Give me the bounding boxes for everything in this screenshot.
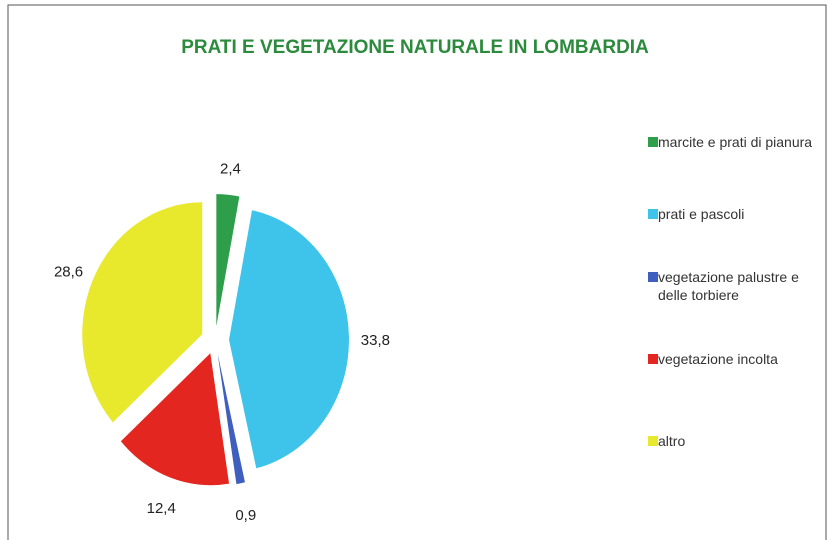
pie-slice [82, 202, 203, 423]
legend-swatch [648, 436, 658, 446]
legend-item: marcite e prati di pianura [648, 133, 818, 151]
legend-item: altro [648, 432, 818, 450]
legend-swatch [648, 137, 658, 147]
data-label: 28,6 [54, 264, 83, 281]
data-label: 0,9 [235, 507, 256, 524]
data-label: 33,8 [361, 332, 390, 349]
frame [7, 4, 827, 540]
legend-item: vegetazione palustre e delle torbiere [648, 268, 818, 304]
data-label: 2,4 [220, 161, 241, 178]
legend-label: marcite e prati di pianura [658, 134, 813, 150]
legend-item: prati e pascoli [648, 205, 818, 223]
legend-swatch [648, 272, 658, 282]
legend-label: vegetazione palustre e delle torbiere [658, 269, 799, 303]
pie-slice [228, 210, 349, 469]
legend-label: altro [658, 433, 686, 449]
legend-label: prati e pascoli [658, 206, 745, 222]
legend-label: vegetazione incolta [658, 351, 778, 367]
chart-title: PRATI E VEGETAZIONE NATURALE IN LOMBARDI… [181, 37, 649, 58]
legend-swatch [648, 209, 658, 219]
pie-slice [217, 353, 245, 485]
pie-slice [216, 194, 240, 327]
pie-slice [120, 353, 230, 486]
legend-swatch [648, 354, 658, 364]
data-label: 12,4 [147, 500, 176, 517]
legend-item: vegetazione incolta [648, 350, 818, 368]
